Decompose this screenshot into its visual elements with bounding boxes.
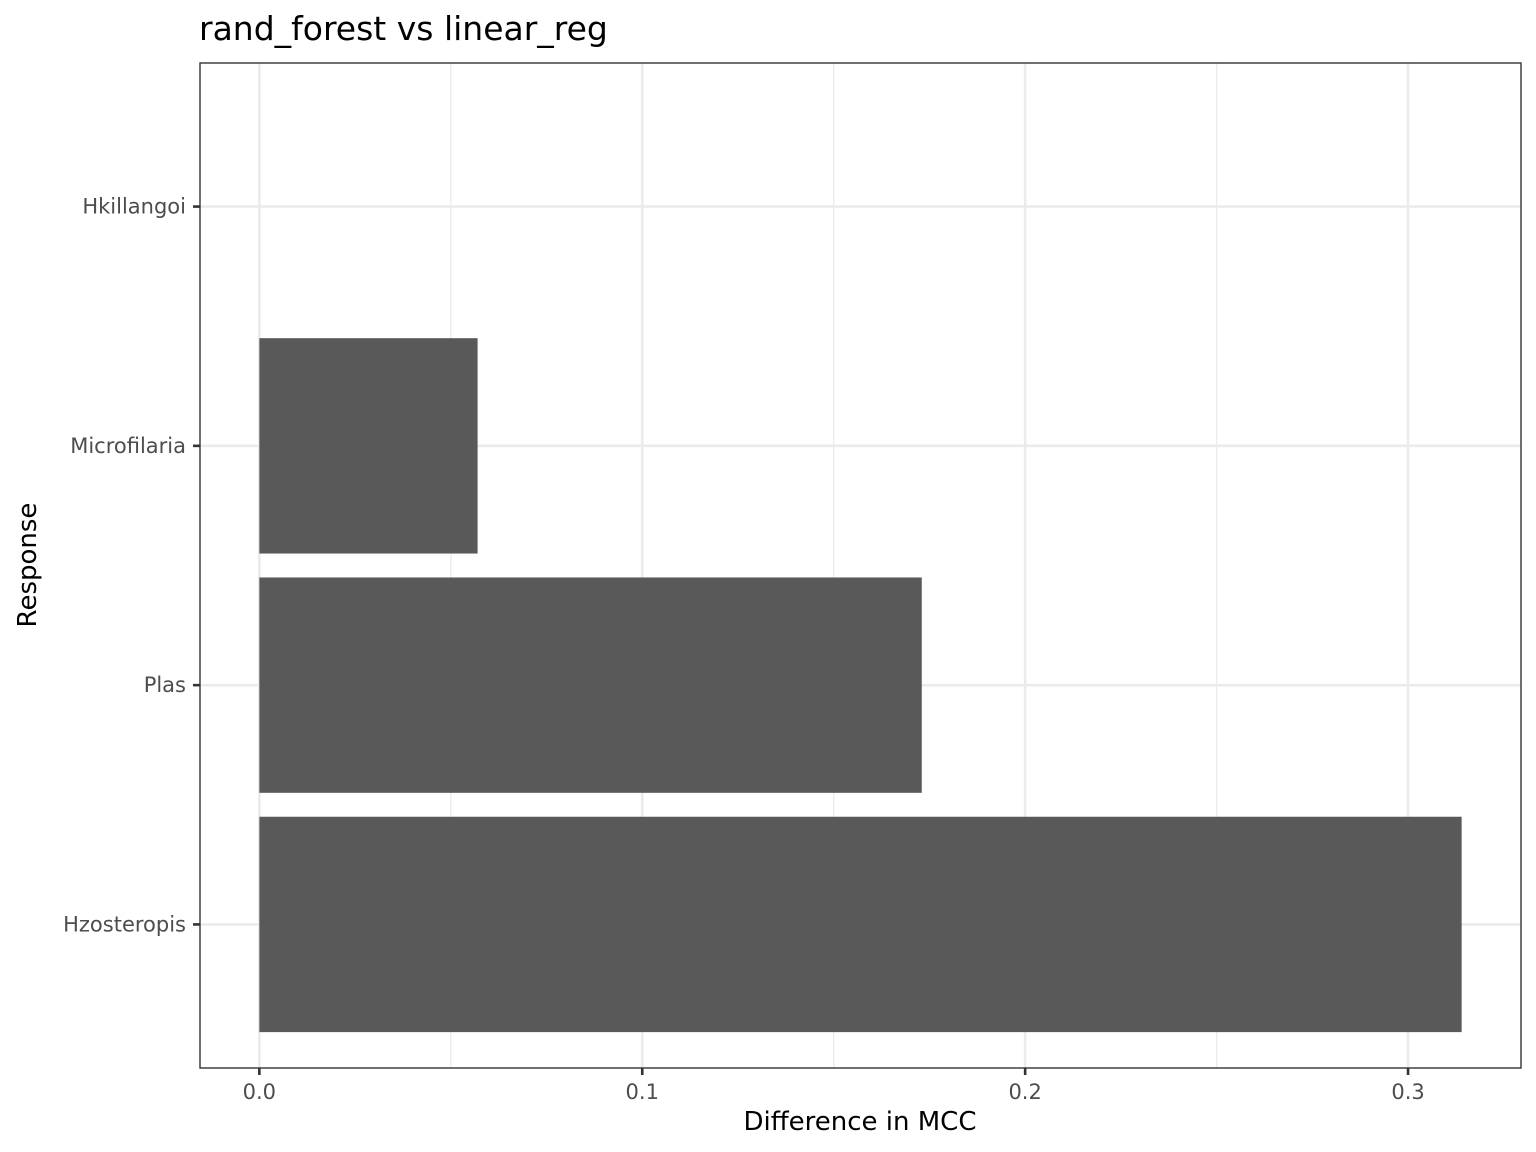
x-tick-label-1: 0.1 — [626, 1080, 659, 1104]
y-axis: Hkillangoi Microfilaria Plas Hzosteropis — [63, 195, 200, 936]
y-tick-label-hzosteropis: Hzosteropis — [63, 912, 186, 936]
x-axis: 0.0 0.1 0.2 0.3 — [243, 1068, 1425, 1104]
bar-microfilaria — [259, 338, 478, 554]
y-tick-label-plas: Plas — [144, 673, 186, 697]
panel-border — [199, 62, 1522, 1069]
y-tick-label-hkillangoi: Hkillangoi — [82, 195, 186, 219]
x-tick-label-2: 0.2 — [1008, 1080, 1041, 1104]
x-axis-title: Difference in MCC — [743, 1107, 976, 1137]
bar-hzosteropis — [259, 816, 1462, 1033]
bar-plas — [259, 577, 922, 793]
x-tick-label-3: 0.3 — [1391, 1080, 1424, 1104]
y-axis-title: Response — [13, 503, 43, 628]
x-tick-label-0: 0.0 — [243, 1080, 276, 1104]
y-tick-label-microfilaria: Microfilaria — [70, 434, 186, 458]
chart-title: rand_forest vs linear_reg — [199, 9, 608, 48]
bars — [259, 338, 1462, 1033]
